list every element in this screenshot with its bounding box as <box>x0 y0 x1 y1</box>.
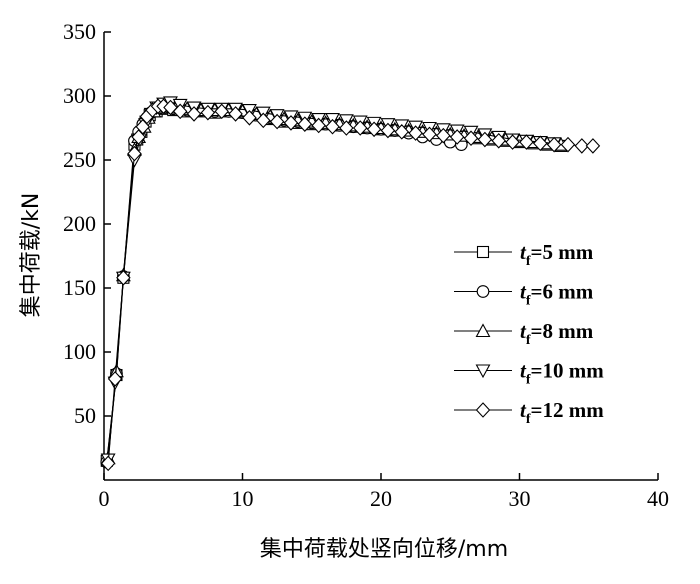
legend-marker <box>476 245 490 259</box>
data-point <box>107 371 123 387</box>
legend-label: tf=8 mm <box>520 319 594 348</box>
legend-label: tf=12 mm <box>520 398 604 427</box>
data-point <box>449 129 465 145</box>
data-point <box>477 131 493 148</box>
data-point <box>574 138 590 154</box>
legend-marker <box>476 285 490 298</box>
data-point <box>408 125 423 141</box>
x-tick-label: 30 <box>509 486 531 511</box>
x-tick-label: 0 <box>99 486 110 511</box>
series-line <box>106 108 562 461</box>
legend-entry: tf=5 mm <box>454 240 594 269</box>
legend-marker <box>475 402 491 418</box>
data-point <box>200 104 216 121</box>
x-tick-label: 10 <box>232 486 254 511</box>
data-point <box>311 117 326 134</box>
data-point <box>394 124 410 140</box>
data-point <box>422 126 437 143</box>
data-point <box>214 103 229 120</box>
data-point <box>325 118 340 135</box>
series-2 <box>100 101 468 469</box>
y-tick-label: 300 <box>63 83 96 108</box>
x-tick-label: 40 <box>647 486 669 511</box>
series-4 <box>100 96 562 468</box>
data-point <box>352 120 368 136</box>
data-point <box>283 115 299 131</box>
y-tick-label: 250 <box>63 147 96 172</box>
data-point <box>269 113 285 130</box>
legend-entry: tf=6 mm <box>454 280 594 309</box>
data-point <box>519 134 534 150</box>
y-tick-label: 200 <box>63 211 96 236</box>
series-line <box>106 106 462 463</box>
y-tick-label: 100 <box>63 339 96 364</box>
legend-label: tf=6 mm <box>520 280 594 309</box>
series-line <box>107 101 555 460</box>
y-tick-label: 50 <box>74 403 96 428</box>
data-point <box>436 127 451 144</box>
data-point <box>172 103 188 120</box>
tick-group: 0 10 20 30 40 50 100 150 200 250 300 350 <box>63 19 669 511</box>
legend-marker <box>475 364 491 379</box>
y-tick-label: 150 <box>63 275 96 300</box>
legend-marker <box>475 323 491 338</box>
data-point <box>297 116 313 132</box>
data-point <box>127 145 142 162</box>
series-line <box>107 105 562 459</box>
data-point <box>463 130 479 147</box>
data-point <box>366 121 382 138</box>
data-point <box>546 136 562 153</box>
x-axis-title: 集中荷载处竖向位移/mm <box>260 537 508 562</box>
series-5 <box>100 98 601 472</box>
y-axis-title: 集中荷载/kN <box>19 193 44 318</box>
data-point <box>585 138 601 154</box>
data-point <box>228 106 243 122</box>
y-tick-label: 350 <box>63 19 96 44</box>
data-point <box>116 269 131 286</box>
data-point <box>339 120 354 136</box>
series-group <box>100 96 601 472</box>
x-tick-label: 20 <box>370 486 392 511</box>
legend-entry: tf=10 mm <box>454 359 604 388</box>
data-point <box>380 122 396 139</box>
data-point <box>186 106 202 122</box>
legend-entry: tf=12 mm <box>454 398 604 427</box>
data-point <box>560 136 576 153</box>
data-point <box>256 112 271 129</box>
data-point <box>533 135 548 152</box>
data-point <box>100 455 116 472</box>
data-point <box>491 132 506 149</box>
legend-entry: tf=8 mm <box>454 319 594 348</box>
legend: tf=5 mm tf=6 mm tf=8 mm tf=10 mm tf=12 mm <box>454 240 604 427</box>
data-point <box>505 134 520 150</box>
legend-label: tf=10 mm <box>520 359 604 388</box>
series-1 <box>100 102 568 467</box>
legend-label: tf=5 mm <box>520 240 594 269</box>
data-point <box>242 109 257 126</box>
series-3 <box>100 98 569 465</box>
